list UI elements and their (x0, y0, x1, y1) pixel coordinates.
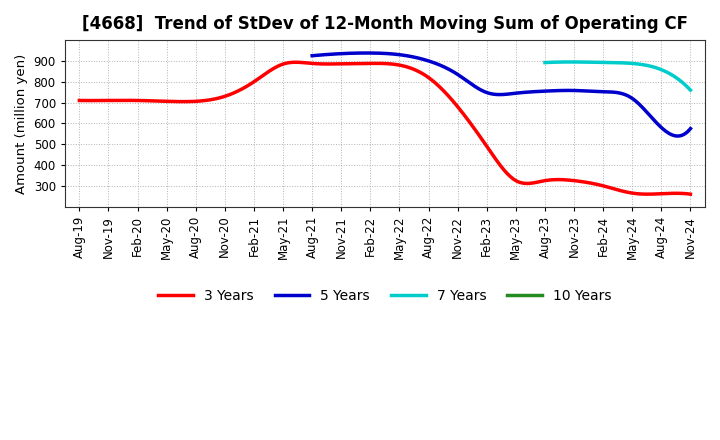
Y-axis label: Amount (million yen): Amount (million yen) (15, 53, 28, 194)
Line: 7 Years: 7 Years (545, 62, 690, 90)
5 Years (362, 50, 371, 55)
5 Years (582, 88, 590, 94)
3 Years (274, 63, 283, 69)
7 Years (566, 59, 575, 65)
7 Years (646, 63, 654, 69)
5 Years (308, 53, 317, 59)
7 Years (541, 60, 549, 65)
3 Years (291, 59, 300, 65)
3 Years (518, 180, 526, 186)
Line: 3 Years: 3 Years (79, 62, 690, 194)
7 Years (588, 59, 597, 65)
3 Years (461, 114, 469, 119)
7 Years (647, 64, 655, 69)
Line: 5 Years: 5 Years (312, 53, 690, 136)
7 Years (558, 59, 567, 65)
5 Years (546, 88, 555, 93)
7 Years (633, 61, 642, 66)
3 Years (75, 98, 84, 103)
Title: [4668]  Trend of StDev of 12-Month Moving Sum of Operating CF: [4668] Trend of StDev of 12-Month Moving… (82, 15, 688, 33)
3 Years (318, 61, 327, 66)
5 Years (354, 51, 362, 56)
Legend: 3 Years, 5 Years, 7 Years, 10 Years: 3 Years, 5 Years, 7 Years, 10 Years (153, 283, 617, 308)
7 Years (686, 88, 695, 93)
3 Years (148, 98, 157, 103)
7 Years (598, 60, 607, 65)
5 Years (584, 88, 593, 94)
5 Years (686, 126, 695, 131)
5 Years (432, 61, 441, 66)
3 Years (686, 191, 695, 197)
5 Years (674, 133, 683, 139)
5 Years (459, 75, 467, 81)
3 Years (521, 181, 529, 186)
